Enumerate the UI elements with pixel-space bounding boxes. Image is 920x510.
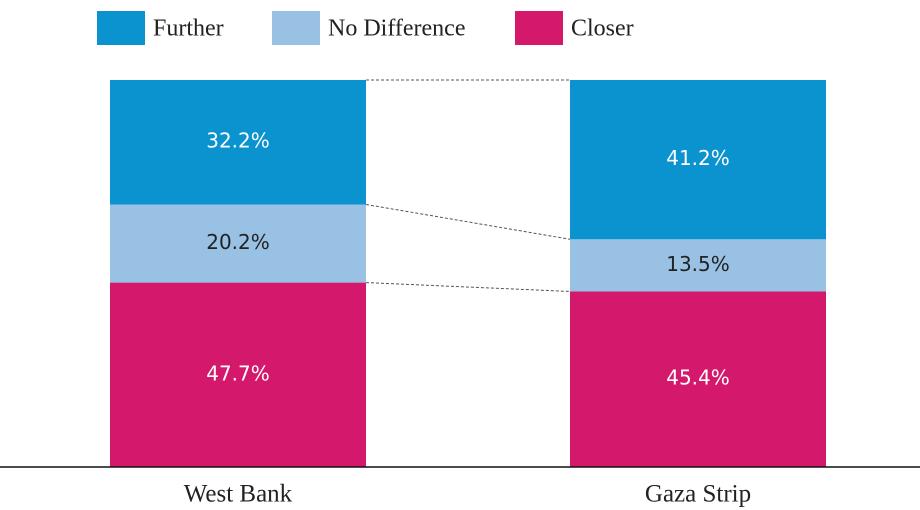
bar-segment (110, 204, 366, 283)
bar-segment (570, 291, 826, 467)
legend-label: Further (153, 16, 224, 42)
legend-label: Closer (571, 16, 634, 42)
legend-swatch (272, 11, 320, 45)
legend-label: No Difference (328, 16, 465, 42)
value-label: 32.2% (206, 129, 270, 153)
value-label: 13.5% (666, 252, 730, 276)
bar-segment (110, 80, 366, 205)
connector (365, 203, 571, 240)
connector (365, 282, 571, 292)
legend-swatch (515, 11, 563, 45)
value-label: 45.4% (666, 366, 730, 390)
bar-segment (110, 282, 366, 467)
value-label: 47.7% (206, 361, 270, 385)
x-tick-label: West Bank (184, 481, 293, 508)
bar-segment (570, 239, 826, 292)
legend-swatch (97, 11, 145, 45)
x-tick-label: Gaza Strip (645, 481, 751, 508)
bar-segment (570, 80, 826, 240)
value-label: 41.2% (666, 146, 730, 170)
value-label: 20.2% (206, 230, 270, 254)
